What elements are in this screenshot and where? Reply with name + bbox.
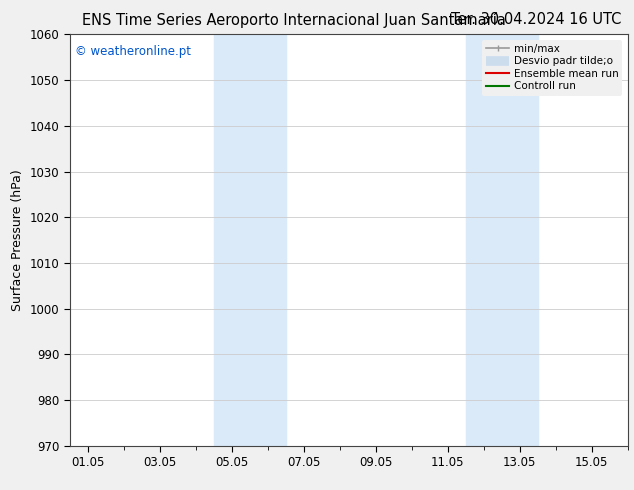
Text: Ter. 30.04.2024 16 UTC: Ter. 30.04.2024 16 UTC xyxy=(451,12,621,27)
Text: © weatheronline.pt: © weatheronline.pt xyxy=(75,45,191,58)
Y-axis label: Surface Pressure (hPa): Surface Pressure (hPa) xyxy=(11,169,24,311)
Bar xyxy=(214,34,286,446)
Bar xyxy=(466,34,538,446)
Legend: min/max, Desvio padr tilde;o, Ensemble mean run, Controll run: min/max, Desvio padr tilde;o, Ensemble m… xyxy=(482,40,623,96)
Text: ENS Time Series Aeroporto Internacional Juan Santamaría: ENS Time Series Aeroporto Internacional … xyxy=(82,12,507,28)
